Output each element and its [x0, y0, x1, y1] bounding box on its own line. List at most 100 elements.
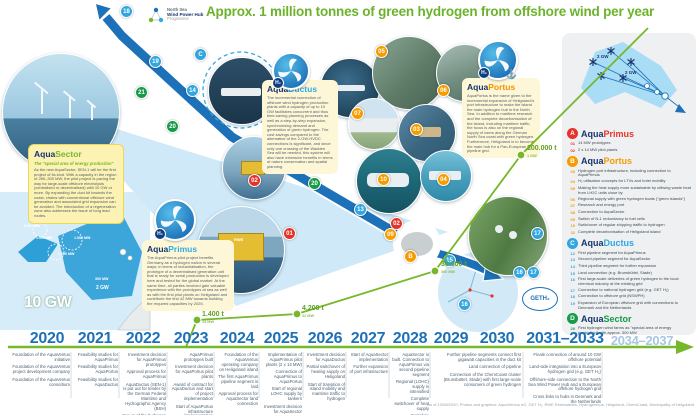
legend-section-b-items: 03 Hydrogen port infrastructure, includi… [567, 168, 691, 235]
get-h2-logo: GETH₂ [522, 287, 558, 311]
page-title: Approx. 1 million tonnes of green hydrog… [206, 4, 655, 19]
timeline-item: Partial switchover of heating supply on … [306, 364, 345, 380]
year-2030: 2030 [479, 330, 515, 347]
timeline-item: AquaDuctus (SEN-1) is put out for tender… [123, 381, 166, 412]
timeline-item: Complete switchover of heat supply [394, 396, 429, 412]
map-capacity-label: 1.000 MW [58, 252, 75, 256]
legend-section-c-items: 12 First pipeline segment for AquaPrimus… [567, 249, 691, 311]
timeline-item: Complete decarbonisation of Heligoland i… [392, 414, 429, 415]
total-capacity-label: 10 GW [24, 294, 72, 311]
aquaprimus-card: AquaPrimus The AquaPrimus pilot project … [142, 240, 234, 311]
growth-dot [192, 315, 202, 325]
timeline-item: Approval process for AquaSector land con… [218, 391, 258, 407]
marker-16: 16 [513, 266, 526, 279]
anchor-icon: ⚓ [505, 69, 517, 79]
legend-item: 05 Making the heat supply more sustainab… [570, 184, 691, 195]
legend-mini-map: 2 GW 2 GW [581, 42, 686, 113]
timeline-item: Connection of the ChemCoast cluster (Bru… [443, 371, 521, 387]
marker-05: 05 [375, 45, 388, 58]
aquaprimus-body: The AquaPrimus pilot project benefits Ge… [147, 255, 229, 306]
legend-item: 02 2 x 14 MW pilot plants [570, 146, 618, 153]
timeline-item: Approval process for AquaPrimus [126, 369, 166, 380]
timeline-item: Foundation of the AquaVentus operating c… [219, 352, 258, 372]
h2-bubble: H₂ [478, 67, 490, 79]
map-capacity-label: 1.000 MW [74, 236, 91, 240]
legend-item: 09 Switch of N-1 redundancy to fuel cell… [570, 215, 645, 222]
timeline-item: Investment decision for AquaPrimus proto… [128, 352, 166, 367]
timeline-item: Feasibility studies for AquaPrimus [77, 352, 118, 362]
legend-section-d-header: D AquaSector [567, 313, 691, 325]
map-poi-dot [127, 255, 133, 261]
ship-graphic [337, 85, 365, 91]
marker-03: 03 [410, 123, 423, 136]
rwe-logo-text: RWE [234, 237, 244, 242]
timeline-col-2031-2033: Finale connection of around 10 GW offsho… [527, 352, 601, 405]
legend-item: 16 First large-scale deliveries of green… [570, 276, 679, 286]
marker-02: 02 [248, 174, 261, 187]
pipeline-node [490, 294, 494, 298]
legend-section-a-items: 01 14 MW prototypes 02 2 x 14 MW pilot p… [567, 140, 691, 153]
legend-item: 14 Third pipeline segment for further ex… [570, 262, 657, 269]
timeline-col-2027: Start of AquaSector implementation Furthe… [349, 352, 388, 375]
aquaportus-logo: H₂ ⚓ [478, 40, 518, 80]
year-2021: 2021 [77, 330, 113, 347]
timeline-item: Further pipeline segments connect first … [446, 352, 521, 362]
marker-14: 14 [186, 84, 199, 97]
legend-item: 01 14 MW prototypes [570, 140, 611, 146]
pipeline-node [468, 288, 472, 292]
timeline-col-2025: Implementation of AquaPrimus pilot plant… [261, 352, 302, 415]
timeline-item: AquaSector is built. Connection to AquaP… [392, 352, 429, 377]
timeline-item: Start of transition of island mobility a… [307, 381, 345, 402]
legend-item: 10 Switchover of regular shipping traffi… [570, 222, 665, 229]
wind-turbine-graphic [69, 96, 71, 118]
vessel-graphic [221, 88, 261, 96]
tank-graphic [509, 231, 517, 239]
aquaprimus-title: AquaPrimus [147, 244, 198, 254]
aquasector-card: AquaSector The "special area of energy p… [28, 144, 124, 224]
legend-letter-b: B [567, 155, 578, 167]
map-capacity-label: 5.000 MW [24, 224, 41, 228]
legend-item: 11 Complete decarbonisation of Heligolan… [570, 228, 661, 235]
photo-research-building [348, 98, 400, 150]
timeline-item: Award of contract for AquaDuctus and sta… [171, 381, 213, 402]
legend-item: 13 Second pipeline segment for AquaSecto… [570, 256, 651, 263]
tank-graphic [495, 225, 503, 233]
nswph-logo: North Sea Wind Power Hub Programme [148, 7, 203, 23]
marker-07: 07 [351, 107, 364, 120]
timeline-item: Land connection of pipeline [468, 364, 521, 370]
legend-letter-a: A [567, 128, 578, 139]
timeline-item: Investment decision for AquaPortus pilot… [175, 364, 213, 380]
year-2031-2033: 2031–2033 [526, 330, 604, 347]
timeline-item: Foundation of the AquaVentus consortium [12, 376, 70, 387]
marker-01: 01 [283, 227, 296, 240]
timeline-item: Connection of AquaPrimus to AquaPortus [273, 369, 302, 385]
map-capacity-label: 1.500 MW [36, 236, 53, 240]
marker-10: 10 [377, 173, 390, 186]
legend-letter-c: C [567, 237, 578, 249]
timeline-col-2021: Feasibility studies for AquaPrimus Feasib… [74, 352, 118, 387]
main-arrow-head [93, 1, 114, 23]
timeline-item: Investment decision for AquaDuctus [307, 352, 345, 362]
production-marker-30000t: 30.000 t 300 MW [441, 261, 467, 274]
legend-item: 06 Regional supply with green hydrogen b… [570, 195, 686, 202]
marker-letter-b: B [404, 250, 417, 263]
timeline-item: Feasibility studies for AquaDuctus [77, 376, 118, 387]
timeline-item: Regional (LOHC) supply is intensified [396, 379, 429, 394]
logo-line3: Programme [167, 16, 189, 22]
wind-area-ring [61, 229, 83, 251]
marker-letter-c: C [194, 48, 207, 61]
legend-item: 18 Connection to offshore grid (NSWPH) [570, 293, 645, 300]
timeline-col-2023: AquaPrimus prototypes built Investment de… [170, 352, 213, 415]
timeline-item: Start of AquaPortus infrastructure imple… [175, 403, 213, 415]
wind-turbine-graphic [41, 88, 43, 114]
timeline-item: AquaPrimus prototypes built [183, 352, 213, 362]
legend-item: 12 First pipeline segment for AquaPrimus [570, 249, 646, 256]
aquaportus-body: AquaPortus is the name given to the incr… [467, 93, 535, 154]
map-capacity-label: 300 MW [95, 277, 109, 281]
timeline-item: Set-up of the hydrogen Research Cluster … [122, 414, 166, 415]
legend-item: 17 Connection to national hydrogen grid … [570, 286, 669, 293]
aquaductus-body: The incremental connection of offshore w… [267, 95, 333, 169]
legend-item: 07 Research and energy port [570, 202, 625, 209]
mini-map-label: 2 GW [625, 70, 637, 75]
